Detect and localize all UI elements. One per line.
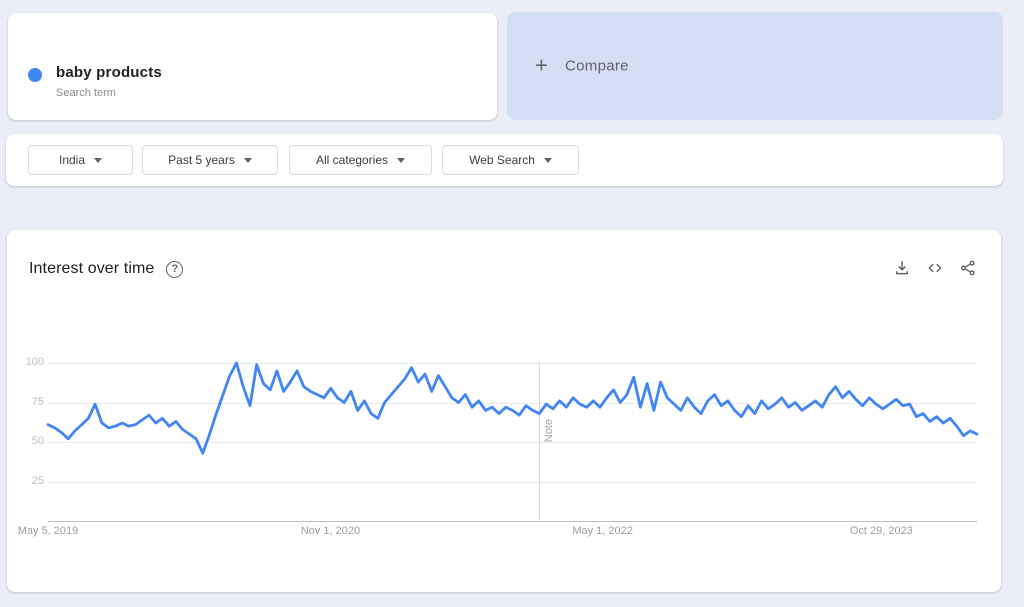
y-axis-tick-label: 50 [31, 435, 44, 447]
chevron-down-icon [397, 157, 406, 163]
y-axis-tick-label: 25 [31, 474, 44, 487]
embed-icon[interactable] [926, 259, 944, 277]
gridline-25 [48, 481, 977, 483]
region-filter-label: India [58, 153, 86, 167]
share-icon[interactable] [959, 259, 977, 277]
x-axis-line [48, 521, 977, 522]
compare-label: Compare [565, 57, 629, 75]
x-axis-tick-label: May 5, 2019 [17, 525, 79, 537]
gridline-75 [48, 402, 977, 404]
time-range-filter-label: Past 5 years [168, 153, 235, 167]
chevron-down-icon [94, 157, 103, 163]
y-axis-tick-label: 75 [31, 395, 44, 408]
category-filter-dropdown[interactable]: All categories [289, 145, 432, 175]
x-axis-tick-label: May 1, 2022 [572, 525, 633, 537]
chevron-down-icon [543, 157, 552, 163]
y-axis-tick-label: 100 [25, 356, 44, 368]
search-type-filter-dropdown[interactable]: Web Search [442, 145, 579, 175]
chart-title: Interest over time [29, 260, 155, 277]
help-icon[interactable]: ? [166, 260, 184, 278]
filter-bar: India Past 5 years All categories Web Se… [6, 134, 1003, 186]
trend-plot-area[interactable]: 25 50 75 100 May 5, 2019 Nov 1, 2020 May 1, 20… [18, 356, 979, 537]
note-annotation-line[interactable] [538, 362, 540, 522]
search-term-text: baby products [56, 64, 162, 81]
gridline-100 [48, 363, 977, 364]
category-filter-label: All categories [315, 153, 389, 167]
search-term-subtitle: Search term [56, 87, 116, 99]
download-icon[interactable] [893, 259, 911, 277]
plus-icon: + [535, 52, 548, 78]
series-color-dot [28, 68, 42, 82]
x-axis-tick-label: Oct 29, 2023 [849, 525, 913, 537]
interest-over-time-card: Interest over time ? 25 50 75 100 May 5, 201… [7, 230, 1001, 592]
search-type-filter-label: Web Search [469, 153, 535, 167]
region-filter-dropdown[interactable]: India [28, 145, 133, 175]
trend-line-series [46, 361, 979, 455]
search-term-card[interactable]: baby products Search term [8, 13, 497, 120]
time-range-filter-dropdown[interactable]: Past 5 years [142, 145, 278, 175]
trend-line-chart[interactable] [46, 361, 979, 521]
x-axis-tick-label: Nov 1, 2020 [300, 525, 361, 537]
chart-actions [893, 259, 977, 277]
chevron-down-icon [243, 157, 252, 163]
add-comparison-card[interactable]: + Compare [507, 12, 1003, 120]
gridline-50 [48, 442, 977, 443]
